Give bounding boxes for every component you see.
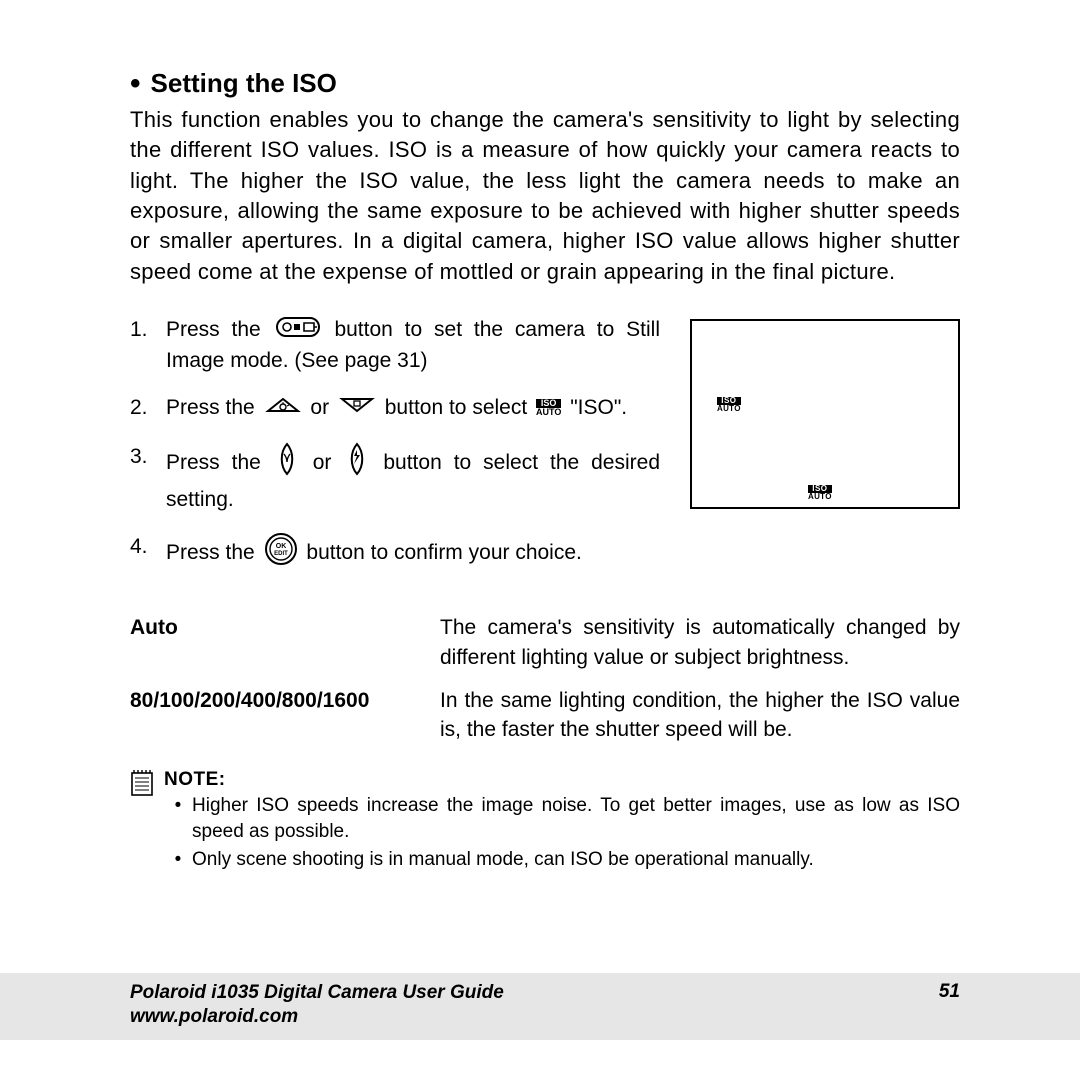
step-number: 2. (130, 393, 166, 423)
note-list: •Higher ISO speeds increase the image no… (164, 793, 960, 874)
step-2: 2. Press the or button to select ISO (130, 393, 660, 423)
step-body: Press the or button to select ISO AUTO (166, 393, 660, 423)
note-item: •Higher ISO speeds increase the image no… (164, 793, 960, 845)
intro-paragraph: This function enables you to change the … (130, 105, 960, 287)
iso-auto-icon: ISO AUTO (536, 394, 561, 424)
def-row-values: 80/100/200/400/800/1600 In the same ligh… (130, 686, 960, 745)
step-number: 3. (130, 442, 166, 515)
note-block: NOTE: •Higher ISO speeds increase the im… (130, 769, 960, 876)
step-1: 1. Press the button to set the camera to… (130, 315, 660, 375)
down-eye-icon (338, 394, 376, 424)
up-eye-icon (264, 394, 302, 424)
heading-text: Setting the ISO (151, 68, 337, 99)
ok-edit-icon: OKEDIT (264, 532, 298, 575)
right-leaf-icon (346, 442, 368, 485)
step-body: Press the button to set the camera to St… (166, 315, 660, 375)
mode-dial-icon (276, 316, 320, 346)
page-number: 51 (939, 981, 960, 1030)
bullet-icon: • (130, 69, 141, 99)
page-footer: Polaroid i1035 Digital Camera User Guide… (0, 973, 1080, 1040)
step-body: Press the or button to select the desire… (166, 442, 660, 515)
left-leaf-icon (276, 442, 298, 485)
definitions-table: Auto The camera's sensitivity is automat… (130, 613, 960, 745)
def-row-auto: Auto The camera's sensitivity is automat… (130, 613, 960, 672)
def-term: Auto (130, 613, 440, 672)
note-title: NOTE: (164, 769, 960, 791)
camera-screen-illustration: ISO AUTO ISO AUTO (690, 319, 960, 509)
iso-auto-badge-left: ISO AUTO (717, 397, 741, 413)
iso-auto-badge-bottom: ISO AUTO (808, 485, 832, 501)
manual-page: • Setting the ISO This function enables … (0, 0, 1080, 1080)
def-term: 80/100/200/400/800/1600 (130, 686, 440, 745)
def-desc: In the same lighting condition, the high… (440, 686, 960, 745)
notepad-icon (130, 769, 164, 876)
def-desc: The camera's sensitivity is automaticall… (440, 613, 960, 672)
svg-text:EDIT: EDIT (274, 551, 288, 557)
step-4: 4. Press the OKEDIT button to confirm yo… (130, 532, 660, 575)
steps-and-screen: 1. Press the button to set the camera to… (130, 315, 960, 593)
section-heading: • Setting the ISO (130, 68, 960, 99)
note-item: •Only scene shooting is in manual mode, … (164, 847, 960, 873)
svg-text:OK: OK (275, 543, 286, 550)
note-body: NOTE: •Higher ISO speeds increase the im… (164, 769, 960, 876)
step-body: Press the OKEDIT button to confirm your … (166, 532, 660, 575)
step-number: 4. (130, 532, 166, 575)
step-3: 3. Press the or button to select the des… (130, 442, 660, 515)
step-number: 1. (130, 315, 166, 375)
footer-text: Polaroid i1035 Digital Camera User Guide… (130, 981, 504, 1030)
steps-list: 1. Press the button to set the camera to… (130, 315, 690, 593)
